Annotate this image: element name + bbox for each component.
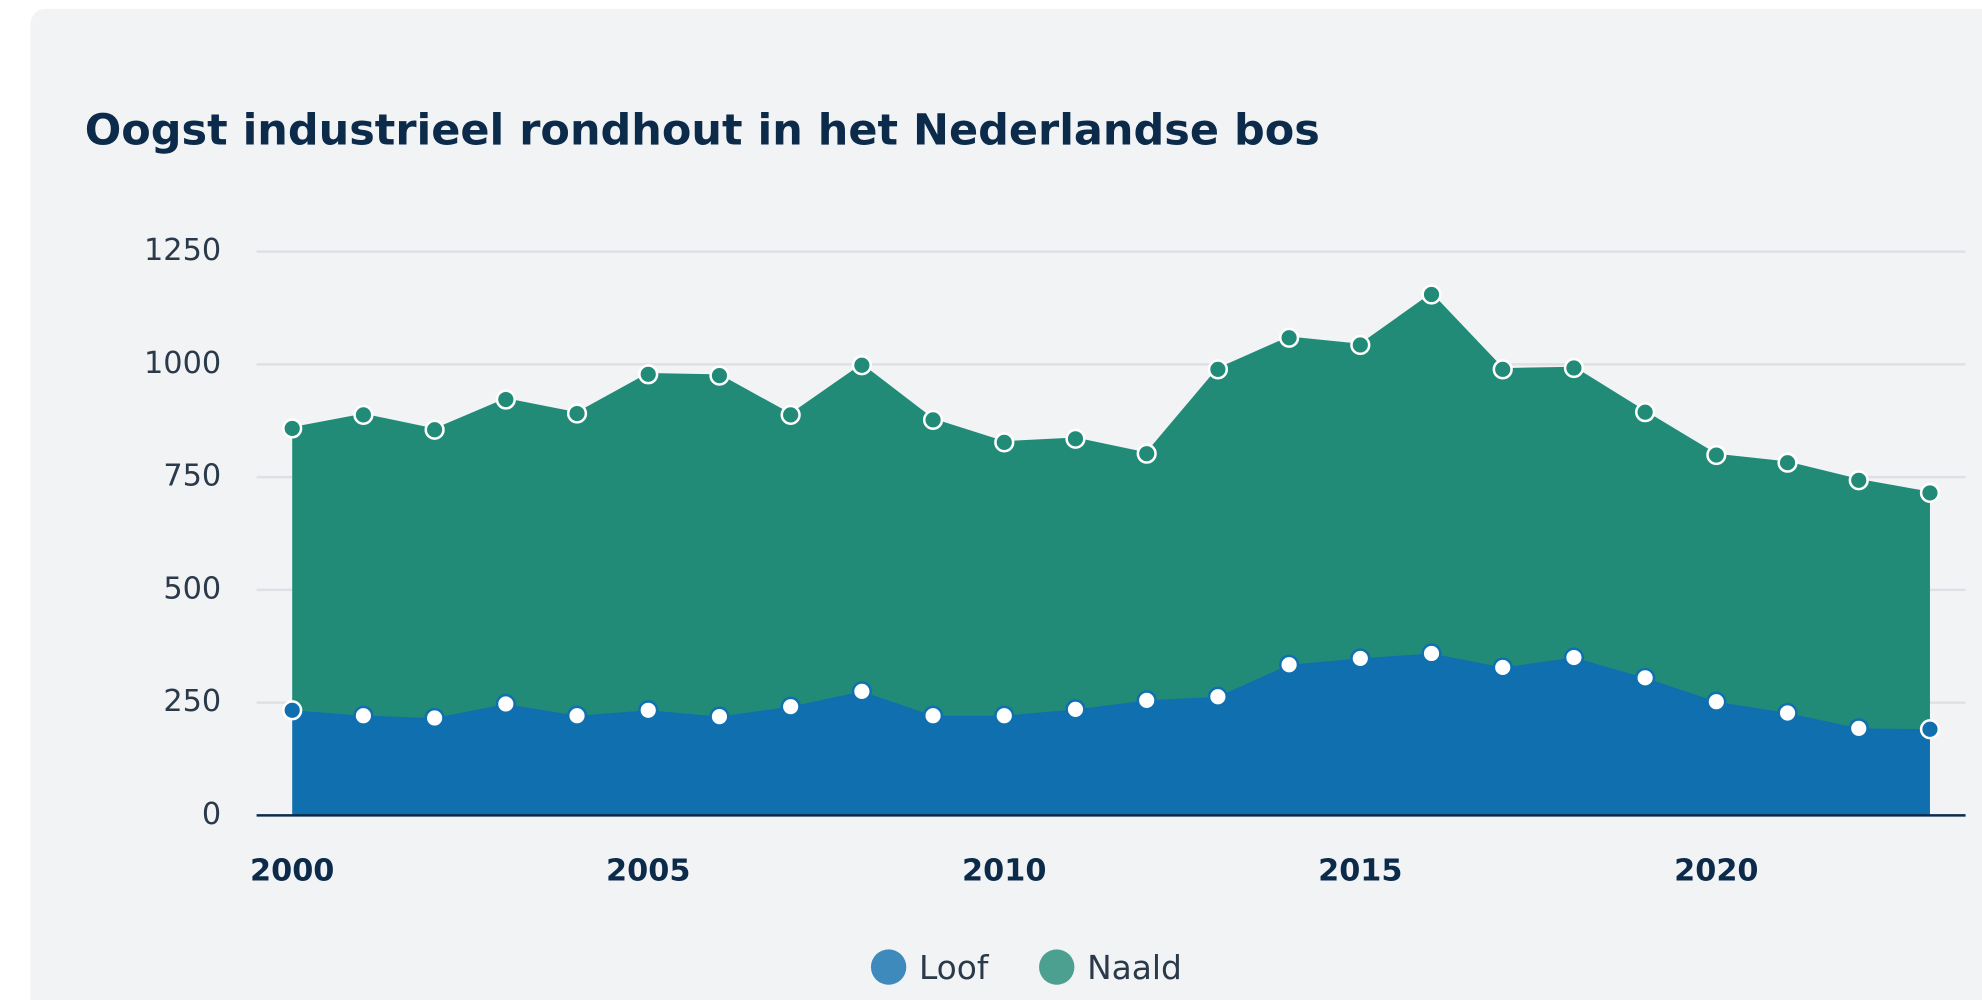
point: [424, 419, 445, 440]
point: [1635, 667, 1656, 688]
point: [1848, 470, 1869, 491]
point: [1136, 443, 1157, 464]
x-tick-label: 2000: [250, 854, 334, 889]
point: [1492, 657, 1513, 678]
area: [292, 653, 1930, 816]
point: [1563, 647, 1585, 668]
point: [994, 705, 1015, 726]
y-tick-label: 1250: [144, 233, 221, 268]
point: [282, 418, 303, 439]
point: [1350, 648, 1371, 669]
y-tick-label: 750: [163, 459, 221, 494]
point: [638, 700, 659, 721]
point: [1492, 359, 1513, 380]
point: [709, 365, 730, 386]
point: [1278, 654, 1300, 675]
point: [922, 409, 944, 430]
point: [1777, 702, 1798, 724]
point: [353, 404, 374, 425]
x-tick-label: 2005: [606, 854, 690, 889]
point: [1563, 357, 1585, 379]
point: [566, 705, 588, 726]
point: [1207, 359, 1229, 380]
point: [353, 705, 374, 726]
y-tick-label: 500: [163, 571, 221, 606]
point: [1635, 402, 1656, 423]
area-line: [291, 292, 1931, 495]
point: [282, 700, 303, 721]
area: [292, 294, 1930, 730]
y-tick-label: 1000: [144, 346, 221, 381]
point: [424, 707, 445, 729]
point: [1350, 334, 1371, 356]
point: [1777, 452, 1798, 473]
legend-swatch: [1039, 949, 1075, 985]
y-tick-label: 0: [202, 797, 221, 832]
point: [780, 696, 801, 717]
point: [1065, 428, 1086, 449]
point: [1207, 686, 1229, 707]
legend-label: Loof: [919, 948, 990, 987]
point: [922, 705, 944, 726]
point: [495, 693, 516, 715]
point: [1848, 718, 1869, 739]
point: [1919, 482, 1941, 504]
point: [851, 355, 872, 376]
point: [1706, 691, 1727, 712]
x-tick-label: 2015: [1318, 854, 1402, 889]
point: [1706, 444, 1727, 466]
point: [638, 364, 659, 385]
point: [495, 389, 516, 410]
point: [1278, 327, 1300, 348]
y-tick-label: 250: [163, 684, 221, 719]
point: [1136, 690, 1157, 711]
legend-swatch: [870, 949, 907, 985]
point: [1919, 719, 1941, 740]
point: [994, 432, 1015, 453]
point: [1065, 699, 1086, 720]
x-tick-label: 2020: [1674, 854, 1758, 889]
legend-label: Naald: [1087, 948, 1182, 987]
point: [851, 681, 872, 702]
x-tick-label: 2010: [962, 854, 1046, 889]
point: [566, 403, 588, 424]
point: [1421, 284, 1442, 305]
point: [709, 706, 730, 727]
chart-title: Oogst industrieel rondhout in het Nederl…: [85, 105, 1320, 155]
point: [780, 404, 801, 425]
point: [1421, 643, 1442, 664]
